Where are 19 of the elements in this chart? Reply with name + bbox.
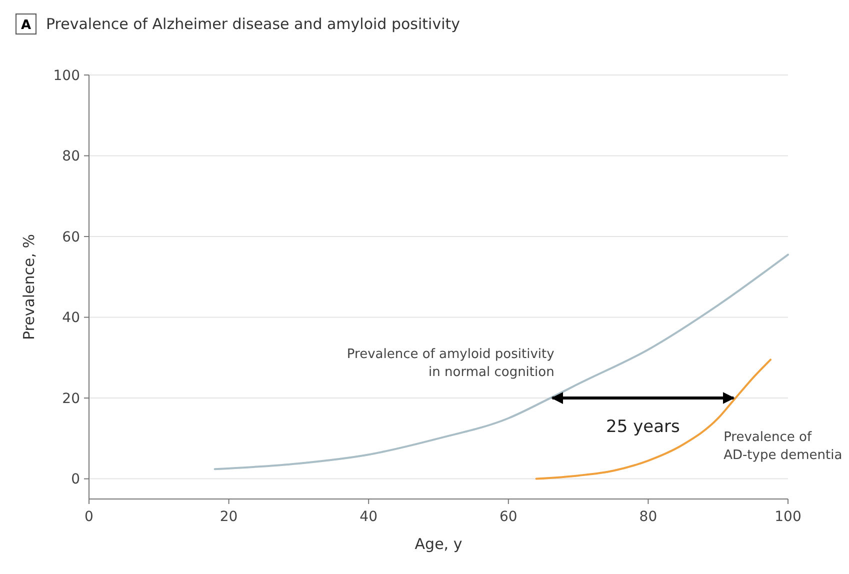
x-tick-label: 80 [639, 509, 658, 525]
series-label: Prevalence of amyloid positivity in normal cognition [346, 347, 555, 380]
x-tick-label: 60 [499, 509, 518, 525]
x-tick-label: 100 [774, 509, 802, 525]
x-tick-label: 20 [220, 509, 238, 525]
chart-title: Prevalence of Alzheimer disease and amyloid positivity [46, 15, 460, 33]
y-tick-label: 0 [71, 472, 80, 488]
series-label: Prevalence of AD-type dementia [724, 430, 842, 463]
x-axis-title: Age, y [414, 535, 462, 553]
annotation: 25 years [606, 417, 680, 438]
x-tick-label: 40 [360, 509, 378, 525]
y-tick-label: 80 [62, 148, 80, 165]
y-tick-label: 20 [62, 390, 80, 407]
y-tick-label: 60 [62, 229, 80, 246]
y-tick-label: 100 [53, 68, 80, 84]
panel-label: A [16, 14, 36, 34]
y-tick-label: 40 [62, 310, 80, 326]
y-axis-title: Prevalence, % [20, 234, 38, 340]
x-tick-label: 0 [84, 509, 94, 525]
